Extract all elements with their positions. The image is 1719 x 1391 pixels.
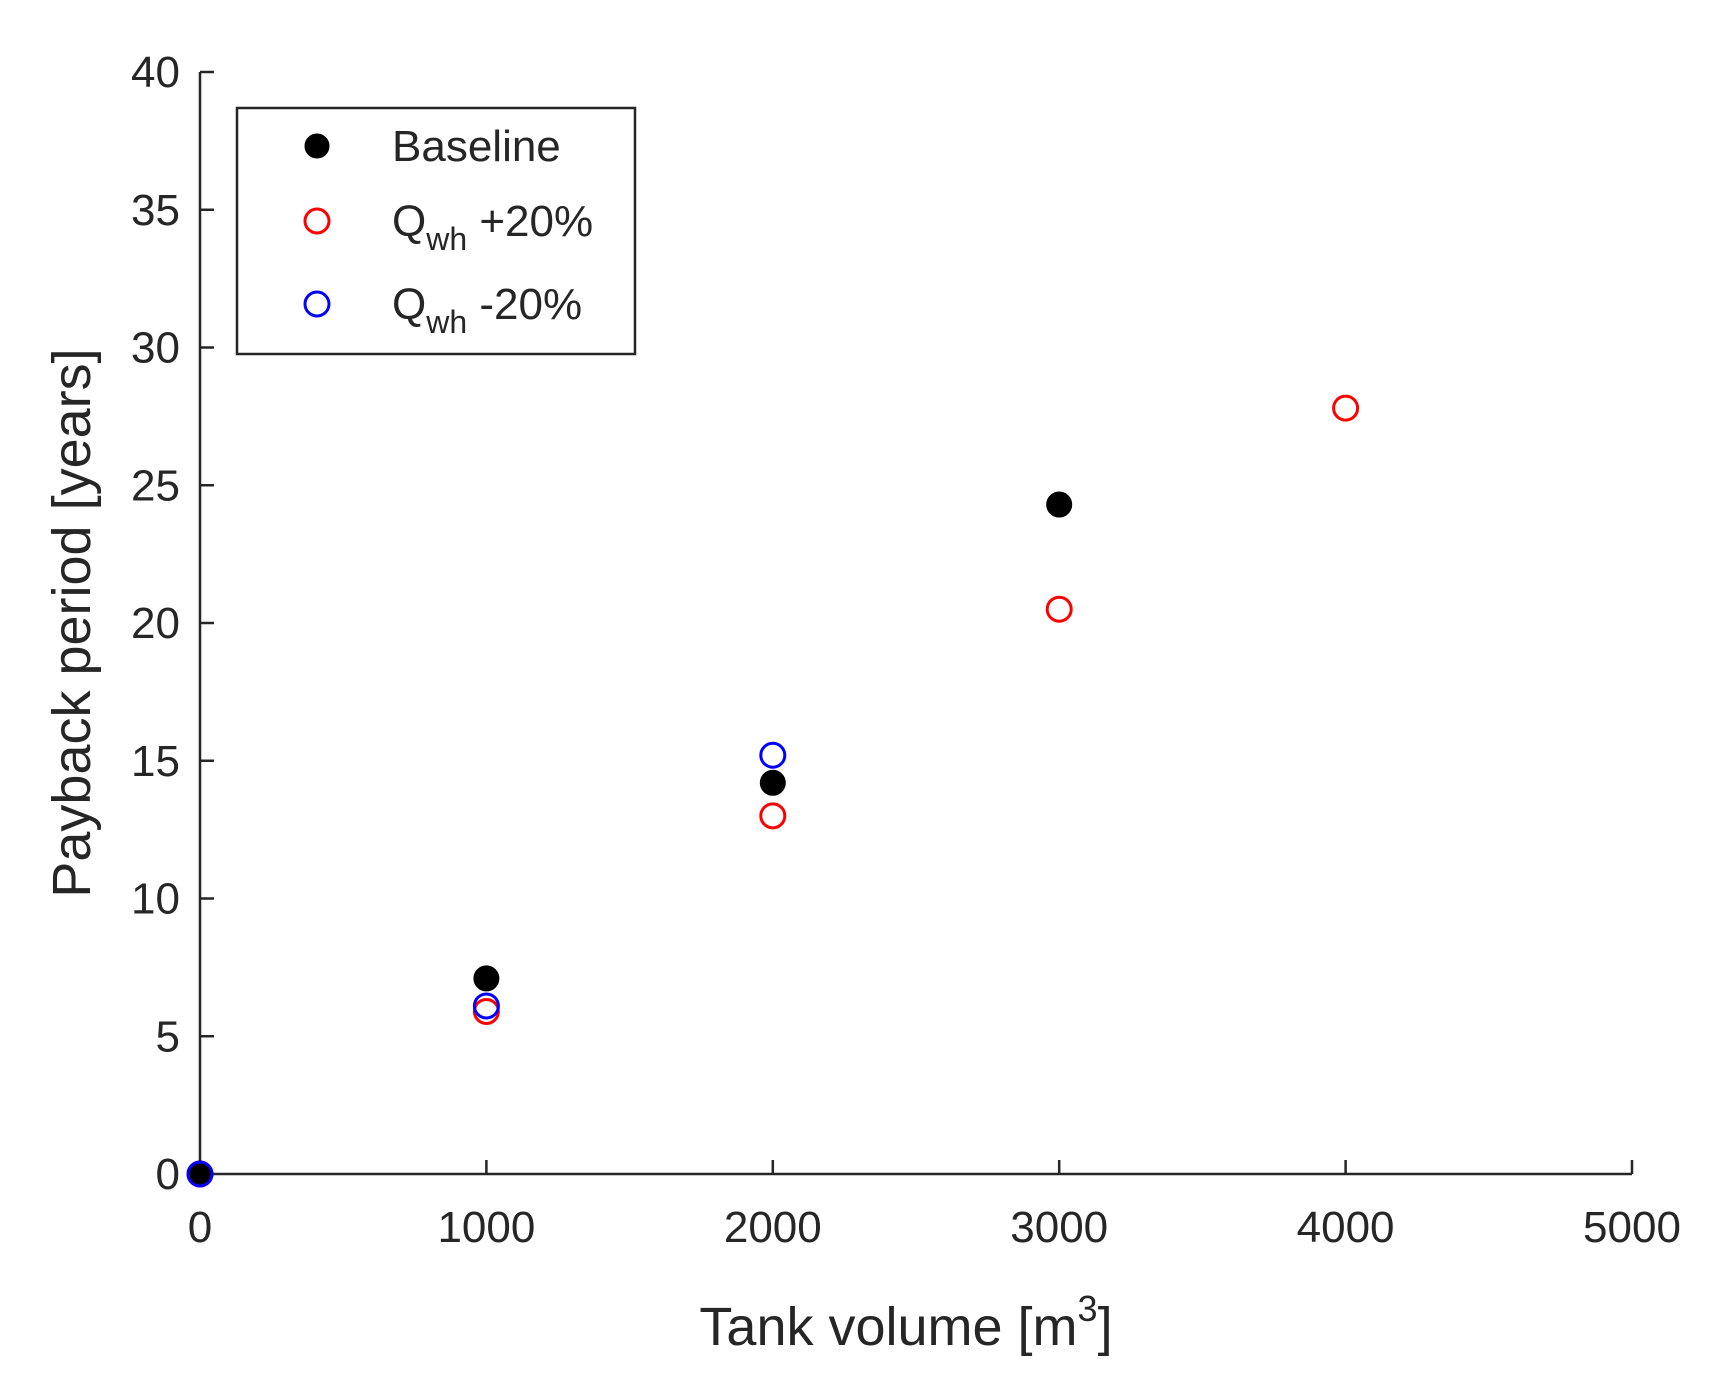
y-tick-label: 5 xyxy=(156,1012,180,1061)
y-tick-label: 25 xyxy=(131,461,180,510)
legend-marker xyxy=(303,207,331,235)
x-tick-label: 3000 xyxy=(1010,1203,1108,1252)
x-tick-label: 4000 xyxy=(1297,1203,1395,1252)
point-q-wh-20--4 xyxy=(1332,394,1360,422)
y-tick-label: 10 xyxy=(131,875,180,924)
legend: Baseline Qwh +20% Qwh -20% xyxy=(235,106,637,356)
point-q-wh-20--0 xyxy=(186,1160,214,1188)
x-tick-label: 5000 xyxy=(1583,1203,1681,1252)
legend-marker xyxy=(303,290,331,318)
point-baseline-1 xyxy=(473,965,500,992)
legend-marker xyxy=(304,133,330,159)
point-baseline-2 xyxy=(759,769,786,796)
data-points xyxy=(186,394,1360,1188)
legend-label: Qwh +20% xyxy=(392,197,593,257)
point-q-wh-20--2 xyxy=(759,802,787,830)
x-tick-label: 1000 xyxy=(437,1203,535,1252)
point-q-wh-20--3 xyxy=(1045,595,1073,623)
x-tick-label: 2000 xyxy=(724,1203,822,1252)
legend-label: Baseline xyxy=(392,122,561,171)
y-tick-label: 40 xyxy=(131,48,180,97)
legend-label: Qwh -20% xyxy=(392,280,582,340)
x-axis-title: Tank volume [m3] xyxy=(699,1288,1112,1357)
y-tick-label: 15 xyxy=(131,737,180,786)
y-tick-label: 20 xyxy=(131,599,180,648)
y-tick-label: 30 xyxy=(131,324,180,373)
ticks: 0 1000 2000 3000 4000 5000 0 5 10 15 20 25 30 35 40 xyxy=(131,48,1681,1252)
point-baseline-3 xyxy=(1046,491,1073,518)
point-q-wh-20--2 xyxy=(759,741,787,769)
point-q-wh-20--1 xyxy=(472,992,500,1020)
y-tick-label: 35 xyxy=(131,186,180,235)
point-q-wh-20--1 xyxy=(472,997,500,1025)
x-tick-label: 0 xyxy=(188,1203,212,1252)
y-tick-label: 0 xyxy=(156,1150,180,1199)
y-axis-title: Payback period [years] xyxy=(42,348,102,897)
legend-box xyxy=(235,106,637,356)
